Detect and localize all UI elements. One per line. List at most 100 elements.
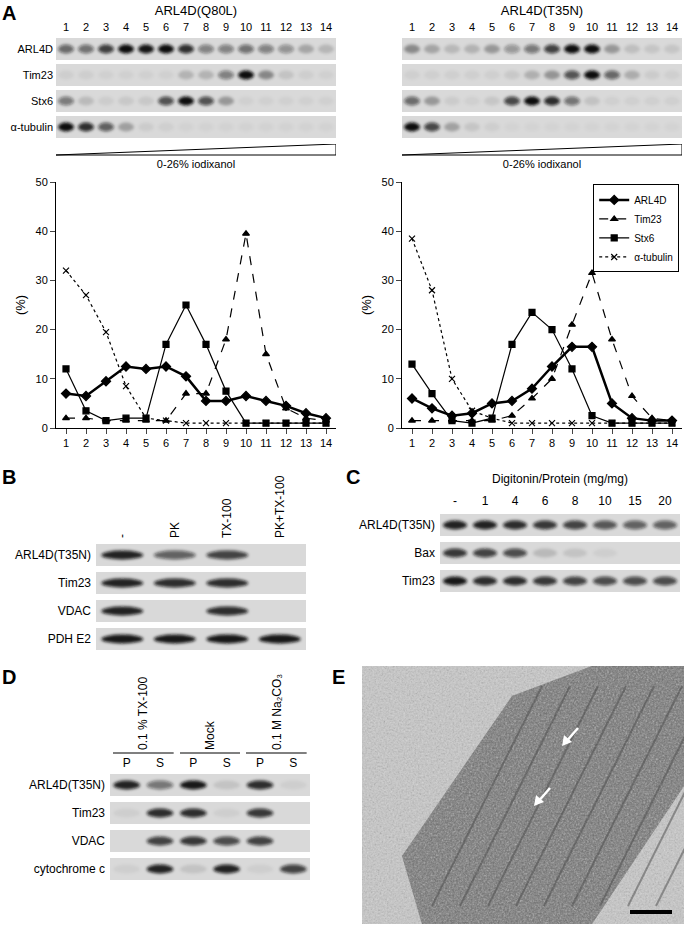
svg-text:7: 7 — [183, 437, 189, 449]
html-text:ARL4D(Q80L): ARL4D(Q80L) — [154, 3, 238, 18]
html-text:ARL4D(T35N): ARL4D(T35N) — [29, 778, 105, 792]
html-text:4: 4 — [122, 21, 130, 33]
html-text:PK: PK — [167, 522, 182, 538]
html-text:20: 20 — [658, 494, 672, 508]
svg-text:2: 2 — [83, 437, 89, 449]
html-text:E: E — [332, 666, 346, 688]
svg-text:6: 6 — [163, 437, 169, 449]
svg-text:11: 11 — [606, 437, 617, 449]
svg-text:12: 12 — [626, 437, 638, 449]
svg-text:11: 11 — [260, 437, 271, 449]
svg-text:13: 13 — [646, 437, 658, 449]
html-text:0-26% iodixanol: 0-26% iodixanol — [502, 158, 582, 170]
html-text:VDAC: VDAC — [71, 834, 105, 848]
svg-text:9: 9 — [223, 437, 229, 449]
svg-text:0: 0 — [42, 422, 48, 434]
svg-text:12: 12 — [280, 437, 292, 449]
html-text:Digitonin/Protein (mg/mg): Digitonin/Protein (mg/mg) — [492, 472, 628, 486]
svg-text:Stx6: Stx6 — [634, 233, 654, 244]
html-text:α-tubulin: α-tubulin — [10, 121, 53, 133]
html-text:13: 13 — [299, 21, 313, 33]
html-text:VDAC: VDAC — [57, 604, 91, 618]
html-text:10: 10 — [598, 494, 612, 508]
html-text:ARL4D(T35N): ARL4D(T35N) — [500, 3, 584, 18]
svg-text:ARL4D: ARL4D — [634, 195, 666, 206]
svg-text:5: 5 — [489, 437, 495, 449]
html-text:ARL4D(T35N): ARL4D(T35N) — [15, 548, 91, 562]
svg-text:5: 5 — [143, 437, 149, 449]
html-text:TX-100: TX-100 — [220, 498, 235, 538]
svg-text:4: 4 — [469, 437, 475, 449]
html-text:0.1 % TX-100: 0.1 % TX-100 — [136, 676, 151, 750]
html-text:Bax: Bax — [414, 546, 435, 560]
svg-text:1: 1 — [409, 437, 415, 449]
svg-text:(%): (%) — [359, 295, 374, 315]
html-text:Tim23: Tim23 — [72, 806, 105, 820]
html-text:1: 1 — [62, 21, 70, 33]
svg-text:10: 10 — [586, 437, 598, 449]
html-text:P: P — [122, 756, 131, 770]
svg-text:(%): (%) — [13, 295, 28, 315]
html-text:B: B — [2, 466, 17, 488]
html-text:Mock: Mock — [203, 721, 217, 750]
svg-text:10: 10 — [36, 373, 48, 385]
html-text:2: 2 — [82, 21, 90, 33]
html-text:5: 5 — [142, 21, 150, 33]
html-text:Stx6: Stx6 — [31, 95, 53, 107]
html-text:14: 14 — [665, 21, 679, 33]
svg-text:50: 50 — [382, 176, 394, 188]
html-text:D: D — [2, 666, 17, 688]
svg-text:50: 50 — [36, 176, 48, 188]
html-text:ARL4D: ARL4D — [17, 43, 53, 55]
html-text:S: S — [222, 756, 231, 770]
svg-text:4: 4 — [123, 437, 129, 449]
svg-text:6: 6 — [509, 437, 515, 449]
html-text:PDH E2: PDH E2 — [47, 632, 91, 646]
html-text:C: C — [346, 466, 361, 488]
html-text:A: A — [2, 2, 17, 24]
svg-text:2: 2 — [429, 437, 435, 449]
svg-text:α-tubulin: α-tubulin — [634, 252, 673, 263]
html-text:Tim23: Tim23 — [402, 574, 435, 588]
html-text:P: P — [189, 756, 198, 770]
html-text:14: 14 — [319, 21, 333, 33]
svg-text:3: 3 — [103, 437, 109, 449]
svg-text:40: 40 — [382, 225, 394, 237]
svg-text:20: 20 — [36, 323, 48, 335]
svg-text:30: 30 — [382, 274, 394, 286]
html-text:10: 10 — [239, 21, 253, 33]
html-text:S: S — [289, 756, 298, 770]
html-text:cytochrome c: cytochrome c — [33, 862, 105, 876]
html-text:ARL4D(T35N): ARL4D(T35N) — [359, 518, 435, 532]
svg-text:8: 8 — [549, 437, 555, 449]
svg-text:14: 14 — [666, 437, 678, 449]
html-text:Tim23: Tim23 — [22, 69, 53, 81]
svg-text:Tim23: Tim23 — [634, 214, 662, 225]
html-text:10: 10 — [585, 21, 599, 33]
html-text:11: 11 — [606, 21, 618, 33]
html-text:PK+TX-100: PK+TX-100 — [272, 475, 287, 538]
svg-text:20: 20 — [382, 323, 394, 335]
svg-text:40: 40 — [36, 225, 48, 237]
svg-text:7: 7 — [529, 437, 535, 449]
svg-text:13: 13 — [300, 437, 312, 449]
html-text:12: 12 — [625, 21, 639, 33]
html-text:13: 13 — [645, 21, 659, 33]
html-text:15: 15 — [628, 494, 642, 508]
svg-text:8: 8 — [203, 437, 209, 449]
svg-text:30: 30 — [36, 274, 48, 286]
svg-text:0: 0 — [388, 422, 394, 434]
html-text:0.1 M Na₂CO₃: 0.1 M Na₂CO₃ — [269, 673, 284, 750]
svg-text:10: 10 — [240, 437, 252, 449]
svg-text:9: 9 — [569, 437, 575, 449]
html-text:3: 3 — [102, 21, 110, 33]
html-text:Tim23: Tim23 — [58, 576, 91, 590]
svg-text:14: 14 — [320, 437, 332, 449]
html-text:12: 12 — [279, 21, 293, 33]
html-text:11: 11 — [260, 21, 272, 33]
svg-text:10: 10 — [382, 373, 394, 385]
html-text:0-26% iodixanol: 0-26% iodixanol — [156, 158, 236, 170]
svg-text:1: 1 — [63, 437, 69, 449]
svg-text:3: 3 — [449, 437, 455, 449]
html-text:6: 6 — [162, 21, 170, 33]
